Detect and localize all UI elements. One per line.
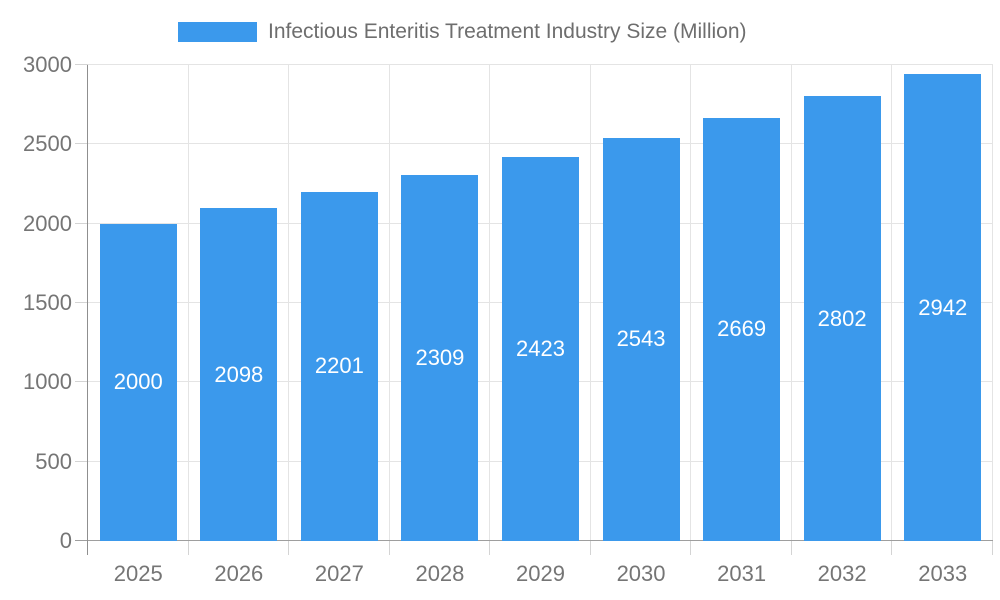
y-axis-tick bbox=[75, 302, 88, 303]
bar-2026[interactable]: 2098 bbox=[200, 208, 278, 541]
y-axis-label: 0 bbox=[59, 528, 72, 553]
y-axis-tick bbox=[75, 381, 88, 383]
y-axis-label: 2500 bbox=[23, 131, 72, 157]
y-axis-label: 2000 bbox=[23, 210, 72, 236]
x-axis-tick bbox=[288, 541, 290, 555]
x-gridline bbox=[187, 65, 189, 541]
x-gridline bbox=[992, 65, 993, 541]
bar-value-label: 2309 bbox=[415, 344, 465, 370]
y-axis-tick bbox=[75, 460, 88, 462]
x-axis-tick bbox=[992, 541, 993, 555]
x-axis-tick bbox=[690, 541, 692, 555]
x-gridline bbox=[690, 65, 692, 541]
x-axis-tick bbox=[489, 541, 491, 555]
y-axis-label: 1000 bbox=[23, 369, 72, 395]
x-axis-label-2026: 2026 bbox=[214, 561, 264, 586]
x-axis-tick bbox=[388, 541, 390, 555]
x-axis-tick bbox=[891, 541, 893, 555]
bar-2031[interactable]: 2669 bbox=[703, 117, 781, 541]
x-axis-label-2030: 2030 bbox=[616, 561, 666, 586]
x-axis-tick bbox=[187, 541, 189, 555]
y-axis-tick bbox=[75, 64, 88, 65]
x-axis-tick bbox=[87, 541, 88, 555]
bar-2030[interactable]: 2543 bbox=[602, 137, 680, 541]
x-gridline bbox=[891, 65, 893, 541]
x-axis-label-2033: 2033 bbox=[918, 561, 968, 586]
bar-value-label: 2098 bbox=[214, 361, 264, 387]
legend-color-swatch-icon bbox=[178, 22, 257, 42]
y-axis-tick bbox=[75, 540, 88, 541]
x-gridline bbox=[388, 65, 390, 541]
bar-2029[interactable]: 2423 bbox=[502, 156, 579, 541]
y-axis-label: 1500 bbox=[23, 290, 72, 315]
bar-value-label: 2423 bbox=[516, 335, 565, 361]
y-axis-label: 500 bbox=[35, 448, 72, 474]
x-axis-label-2031: 2031 bbox=[717, 561, 767, 586]
bar-2025[interactable]: 2000 bbox=[99, 223, 177, 541]
x-gridline bbox=[288, 65, 290, 541]
bar-value-label: 2543 bbox=[616, 326, 666, 352]
x-axis-tick bbox=[589, 541, 591, 555]
bar-value-label: 2802 bbox=[817, 305, 867, 331]
bar-value-label: 2669 bbox=[717, 316, 767, 342]
bar-value-label: 2000 bbox=[113, 369, 163, 395]
x-gridline bbox=[790, 65, 792, 541]
x-axis-tick bbox=[790, 541, 792, 555]
bar-value-label: 2201 bbox=[314, 353, 364, 379]
bar-2032[interactable]: 2802 bbox=[803, 96, 881, 541]
x-axis-label-2029: 2029 bbox=[516, 561, 565, 586]
y-axis-tick bbox=[75, 222, 88, 224]
y-gridline bbox=[88, 143, 993, 145]
x-axis-label-2028: 2028 bbox=[415, 561, 465, 586]
x-axis-label-2032: 2032 bbox=[817, 561, 867, 586]
x-axis-label-2025: 2025 bbox=[113, 561, 163, 586]
legend-series-label: Infectious Enteritis Treatment Industry … bbox=[268, 20, 747, 43]
x-gridline bbox=[489, 65, 491, 541]
y-axis-tick bbox=[75, 143, 88, 145]
bar-2033[interactable]: 2942 bbox=[904, 74, 982, 541]
x-axis-label-2027: 2027 bbox=[314, 561, 364, 586]
bar-2028[interactable]: 2309 bbox=[401, 174, 479, 541]
legend-item[interactable]: Infectious Enteritis Treatment Industry … bbox=[178, 20, 747, 44]
bar-2027[interactable]: 2201 bbox=[300, 191, 378, 541]
x-gridline bbox=[589, 65, 591, 541]
y-axis-line bbox=[87, 65, 88, 541]
y-axis-label: 3000 bbox=[23, 52, 72, 77]
bar-value-label: 2942 bbox=[918, 294, 968, 320]
y-gridline bbox=[88, 64, 993, 65]
